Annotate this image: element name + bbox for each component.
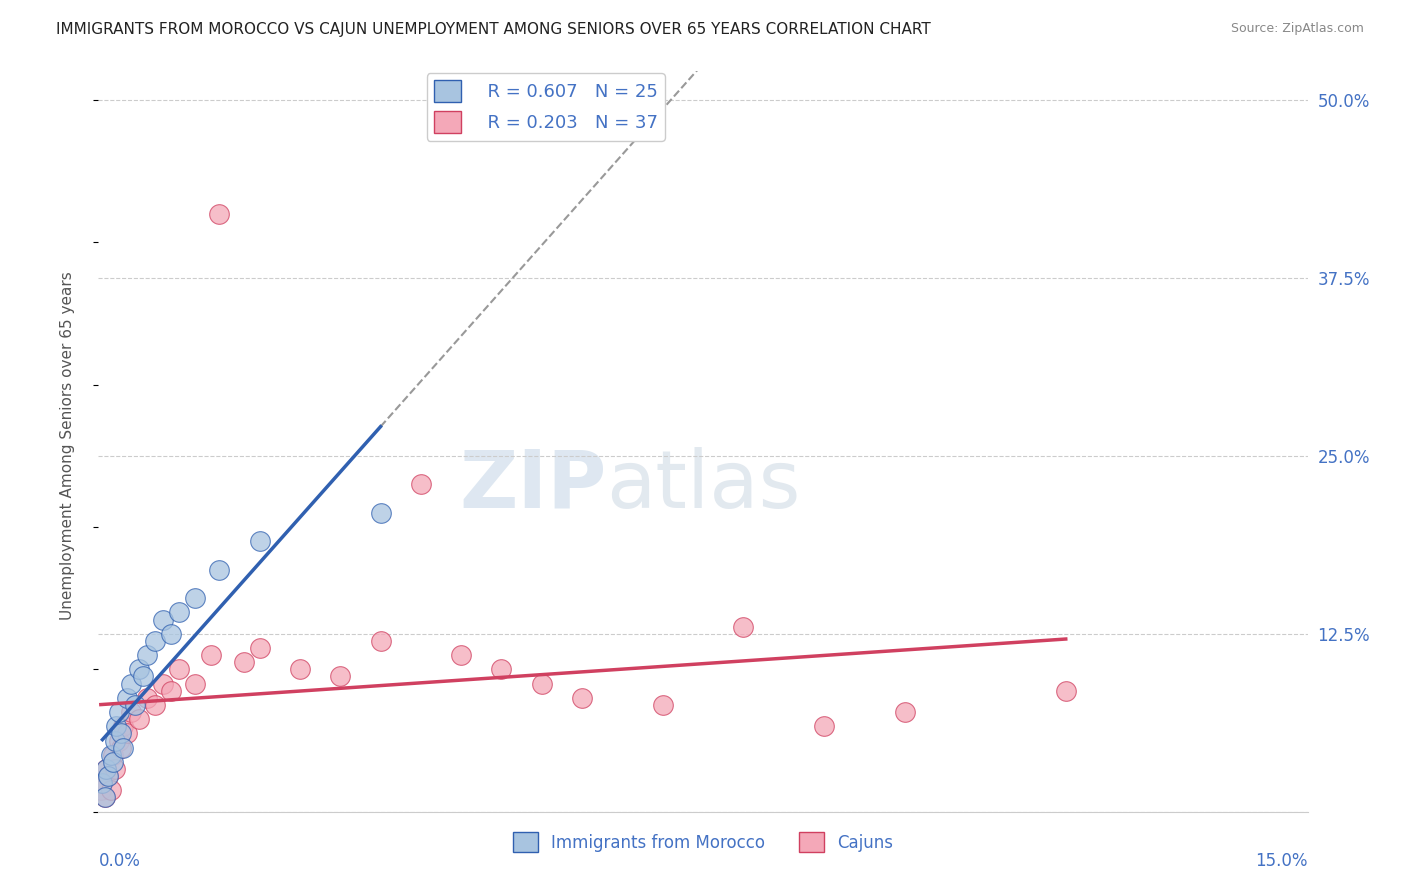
Point [370, 506, 392, 520]
Point [651, 698, 673, 712]
Point [115, 726, 138, 740]
Point [329, 669, 352, 683]
Point [110, 740, 132, 755]
Point [103, 733, 125, 747]
Text: ZIP: ZIP [458, 447, 606, 525]
Point [232, 655, 254, 669]
Point [733, 619, 755, 633]
Point [96, 762, 118, 776]
Point [111, 740, 134, 755]
Point [167, 662, 190, 676]
Point [91, 776, 114, 790]
Point [249, 640, 271, 655]
Point [101, 755, 124, 769]
Legend: Immigrants from Morocco, Cajuns: Immigrants from Morocco, Cajuns [506, 825, 900, 859]
Point [143, 633, 166, 648]
Point [97, 769, 120, 783]
Point [370, 633, 392, 648]
Point [893, 705, 915, 719]
Point [90, 783, 112, 797]
Point [97, 769, 120, 783]
Text: Source: ZipAtlas.com: Source: ZipAtlas.com [1230, 22, 1364, 36]
Text: 0.0%: 0.0% [98, 853, 141, 871]
Point [409, 477, 432, 491]
Point [152, 676, 174, 690]
Point [167, 606, 190, 620]
Point [100, 747, 122, 762]
Point [94, 790, 117, 805]
Point [135, 648, 157, 662]
Point [107, 733, 129, 747]
Point [101, 747, 124, 762]
Point [111, 719, 134, 733]
Point [107, 705, 129, 719]
Point [813, 719, 835, 733]
Text: atlas: atlas [606, 447, 800, 525]
Point [208, 563, 231, 577]
Point [160, 683, 183, 698]
Point [200, 648, 222, 662]
Point [184, 591, 207, 606]
Point [120, 705, 142, 719]
Point [288, 662, 311, 676]
Point [184, 676, 207, 690]
Text: IMMIGRANTS FROM MOROCCO VS CAJUN UNEMPLOYMENT AMONG SENIORS OVER 65 YEARS CORREL: IMMIGRANTS FROM MOROCCO VS CAJUN UNEMPLO… [56, 22, 931, 37]
Point [1054, 683, 1077, 698]
Point [571, 690, 593, 705]
Point [110, 726, 132, 740]
Point [96, 762, 118, 776]
Point [128, 712, 150, 726]
Point [249, 534, 271, 549]
Point [135, 690, 157, 705]
Point [100, 783, 122, 797]
Point [115, 690, 138, 705]
Point [530, 676, 553, 690]
Point [152, 613, 174, 627]
Point [491, 662, 513, 676]
Point [128, 662, 150, 676]
Point [103, 762, 125, 776]
Text: Unemployment Among Seniors over 65 years: Unemployment Among Seniors over 65 years [60, 272, 75, 620]
Point [208, 207, 231, 221]
Point [143, 698, 166, 712]
Point [120, 676, 142, 690]
Point [450, 648, 472, 662]
Point [105, 719, 128, 733]
Point [132, 669, 155, 683]
Point [160, 626, 183, 640]
Text: 15.0%: 15.0% [1256, 853, 1308, 871]
Point [91, 776, 114, 790]
Point [94, 790, 117, 805]
Point [124, 698, 146, 712]
